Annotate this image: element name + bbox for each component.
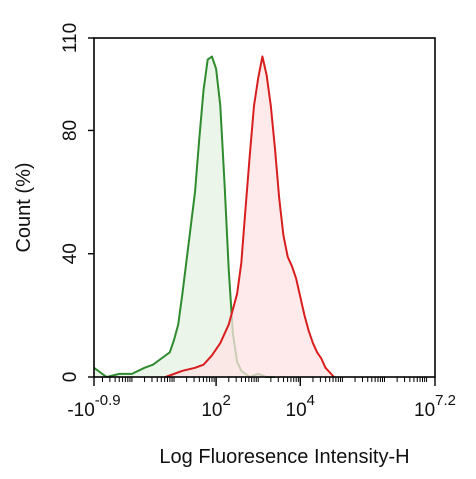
y-axis-title: Count (%) (13, 162, 35, 252)
plot-frame (93, 37, 436, 378)
x-tick-label: 104 (286, 392, 315, 421)
y-tick-label: 80 (60, 120, 81, 141)
y-tick-label: 40 (60, 243, 81, 264)
x-tick-label: 107.2 (414, 392, 456, 421)
y-tick-label: 0 (60, 372, 81, 383)
x-axis-title: Log Fluoresence Intensity-H (159, 446, 409, 468)
series-2-fill (165, 56, 334, 377)
y-axis: 0 40 80 110 (60, 23, 94, 382)
x-axis: -10-0.9 102 104 107.2 (67, 377, 456, 421)
y-tick-label: 110 (60, 23, 81, 53)
x-tick-label: 102 (201, 392, 230, 421)
plot-area (93, 55, 335, 378)
series-2-line (165, 55, 335, 378)
x-tick-label: -10-0.9 (67, 392, 120, 421)
